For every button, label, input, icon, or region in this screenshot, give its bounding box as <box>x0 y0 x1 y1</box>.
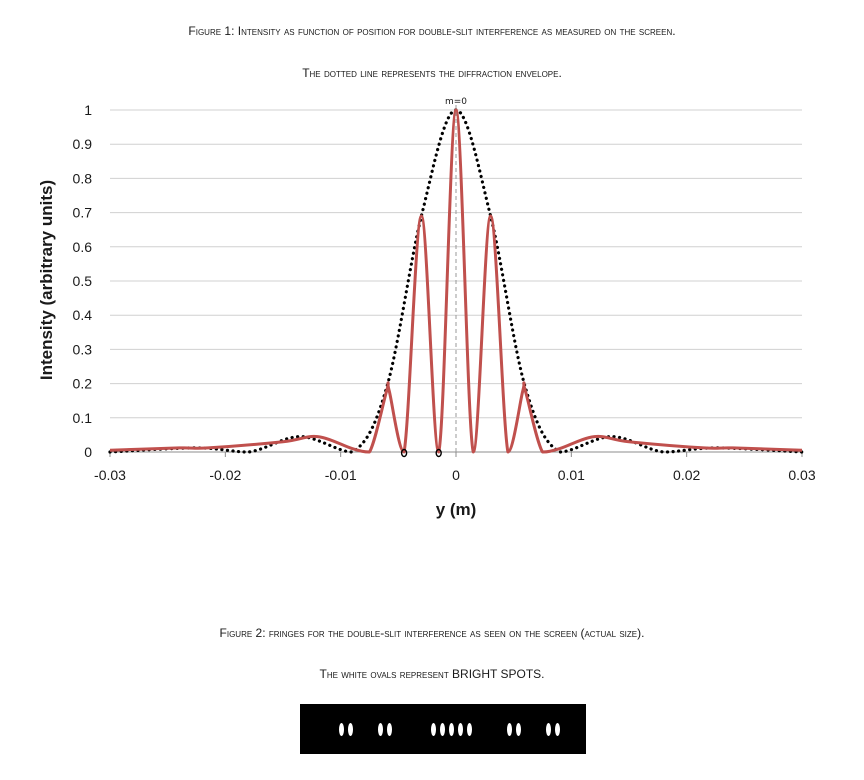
bright-spot <box>348 723 353 736</box>
m0-annotation: m=0 <box>445 97 467 107</box>
bright-spot <box>507 723 512 736</box>
figure1-caption-line2: The dotted line represents the diffracti… <box>302 66 562 80</box>
minimum-marker <box>400 448 408 458</box>
y-tick-label: 0.7 <box>73 205 93 221</box>
y-tick-labels: 0 0.1 0.2 0.3 0.4 0.5 0.6 0.7 0.8 0.9 1 <box>73 102 93 460</box>
bright-spot <box>449 723 454 736</box>
y-tick-label: 0.3 <box>73 341 93 357</box>
x-axis-label: y (m) <box>436 500 477 519</box>
y-tick-label: 0.6 <box>73 239 93 255</box>
y-axis-label: Intensity (arbitrary units) <box>37 180 56 380</box>
y-tick-label: 1 <box>84 102 92 118</box>
bright-spot <box>467 723 472 736</box>
bright-spot <box>516 723 521 736</box>
figure2-caption-line1: Figure 2: fringes for the double-slit in… <box>219 626 645 640</box>
x-tick-label: -0.03 <box>94 467 126 483</box>
y-tick-label: 0.9 <box>73 136 93 152</box>
bright-spot <box>458 723 463 736</box>
x-tick-label: -0.01 <box>325 467 357 483</box>
x-tick-label: -0.02 <box>209 467 241 483</box>
bright-spot <box>339 723 344 736</box>
x-tick-label: 0.03 <box>788 467 815 483</box>
bright-spot <box>431 723 436 736</box>
y-tick-label: 0.2 <box>73 376 93 392</box>
y-tick-label: 0.4 <box>73 307 93 323</box>
chart-series <box>108 108 804 454</box>
bright-spot <box>555 723 560 736</box>
y-tick-label: 0 <box>84 444 92 460</box>
bright-spot <box>378 723 383 736</box>
x-tick-label: 0.02 <box>673 467 700 483</box>
x-tick-label: 0 <box>452 467 460 483</box>
y-tick-label: 0.5 <box>73 273 93 289</box>
bright-spot <box>387 723 392 736</box>
intensity-chart: 0 0.1 0.2 0.3 0.4 0.5 0.6 0.7 0.8 0.9 1 -0.03 -0.02… <box>37 97 816 519</box>
minimum-marker <box>435 448 442 458</box>
minima-markers <box>400 448 442 458</box>
figure1-caption-line1: Figure 1: Intensity as function of posit… <box>188 24 676 38</box>
y-tick-label: 0.8 <box>73 170 93 186</box>
bright-spot <box>546 723 551 736</box>
y-tick-label: 0.1 <box>73 410 93 426</box>
intensity-line <box>109 108 803 454</box>
x-tick-label: 0.01 <box>558 467 585 483</box>
x-tick-labels: -0.03 -0.02 -0.01 0 0.01 0.02 0.03 <box>94 467 816 483</box>
fringe-pattern <box>300 704 586 754</box>
figure2-caption-line2: The white ovals represent BRIGHT SPOTS. <box>319 667 545 681</box>
bright-spot <box>440 723 445 736</box>
